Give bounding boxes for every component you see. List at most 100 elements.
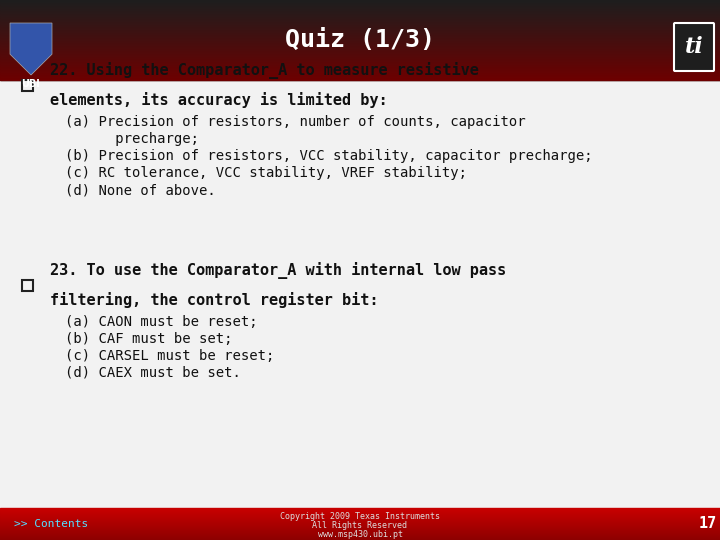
- Bar: [0, 21, 720, 22]
- Bar: [0, 45, 720, 46]
- Bar: [0, 15, 720, 16]
- Bar: [0, 17, 720, 18]
- Bar: [0, 62, 720, 63]
- Bar: [0, 534, 720, 535]
- Bar: [0, 75, 720, 76]
- Text: UBI: UBI: [22, 79, 40, 89]
- Text: (d) None of above.: (d) None of above.: [65, 183, 216, 197]
- Polygon shape: [10, 23, 52, 75]
- Bar: [0, 5, 720, 6]
- Bar: [0, 76, 720, 77]
- Bar: [0, 34, 720, 35]
- Bar: [22, 280, 33, 291]
- Bar: [0, 63, 720, 64]
- Bar: [0, 523, 720, 524]
- Bar: [0, 521, 720, 522]
- Bar: [0, 59, 720, 60]
- Bar: [0, 0, 720, 1]
- Bar: [0, 528, 720, 529]
- Text: Copyright 2009 Texas Instruments: Copyright 2009 Texas Instruments: [280, 512, 440, 522]
- Bar: [22, 79, 33, 91]
- Text: ti: ti: [685, 36, 703, 58]
- Bar: [0, 535, 720, 536]
- Bar: [0, 8, 720, 9]
- Bar: [0, 510, 720, 511]
- Bar: [0, 20, 720, 21]
- Bar: [0, 73, 720, 74]
- Bar: [0, 517, 720, 518]
- Bar: [675, 24, 713, 70]
- Text: (c) CARSEL must be reset;: (c) CARSEL must be reset;: [65, 349, 274, 363]
- Bar: [0, 522, 720, 523]
- Bar: [0, 508, 720, 509]
- Bar: [0, 511, 720, 512]
- Text: 17: 17: [699, 516, 717, 531]
- Bar: [0, 513, 720, 514]
- Bar: [0, 9, 720, 10]
- Bar: [0, 43, 720, 44]
- Bar: [0, 77, 720, 78]
- Bar: [0, 28, 720, 29]
- Bar: [0, 46, 720, 47]
- Bar: [0, 48, 720, 49]
- Bar: [0, 4, 720, 5]
- Bar: [0, 68, 720, 69]
- Bar: [0, 35, 720, 36]
- Bar: [0, 55, 720, 56]
- Bar: [0, 33, 720, 34]
- Text: (d) CAEX must be set.: (d) CAEX must be set.: [65, 366, 241, 380]
- Bar: [0, 19, 720, 20]
- FancyBboxPatch shape: [674, 23, 714, 71]
- Bar: [0, 23, 720, 24]
- Bar: [0, 1, 720, 2]
- Bar: [0, 6, 720, 7]
- Bar: [0, 27, 720, 28]
- Text: (c) RC tolerance, VCC stability, VREF stability;: (c) RC tolerance, VCC stability, VREF st…: [65, 166, 467, 180]
- Bar: [0, 69, 720, 70]
- Bar: [0, 18, 720, 19]
- Bar: [0, 56, 720, 57]
- Bar: [0, 39, 720, 40]
- Bar: [0, 530, 720, 531]
- Bar: [0, 38, 720, 39]
- Bar: [0, 51, 720, 52]
- Bar: [0, 525, 720, 526]
- Bar: [0, 53, 720, 54]
- Bar: [0, 0, 720, 80]
- Bar: [0, 11, 720, 12]
- Bar: [0, 520, 720, 521]
- Bar: [0, 65, 720, 66]
- Bar: [0, 31, 720, 32]
- Bar: [0, 509, 720, 510]
- Bar: [0, 72, 720, 73]
- Text: filtering, the control register bit:: filtering, the control register bit:: [50, 292, 379, 308]
- Bar: [0, 524, 720, 525]
- Text: Quiz (1/3): Quiz (1/3): [285, 28, 435, 52]
- Bar: [0, 78, 720, 79]
- Bar: [0, 41, 720, 42]
- Bar: [0, 518, 720, 519]
- Bar: [0, 539, 720, 540]
- Bar: [0, 7, 720, 8]
- Bar: [0, 54, 720, 55]
- Bar: [0, 537, 720, 538]
- Text: >> Contents: >> Contents: [14, 519, 89, 529]
- Bar: [0, 13, 720, 14]
- Bar: [0, 538, 720, 539]
- Bar: [0, 36, 720, 37]
- Bar: [0, 533, 720, 534]
- Bar: [0, 47, 720, 48]
- Bar: [0, 80, 720, 508]
- Text: 22. Using the Comparator_A to measure resistive: 22. Using the Comparator_A to measure re…: [50, 62, 479, 79]
- Text: 23. To use the Comparator_A with internal low pass: 23. To use the Comparator_A with interna…: [50, 262, 506, 279]
- Bar: [0, 529, 720, 530]
- Bar: [0, 532, 720, 533]
- Bar: [0, 516, 720, 517]
- Bar: [0, 52, 720, 53]
- Bar: [0, 10, 720, 11]
- Bar: [0, 22, 720, 23]
- Bar: [0, 26, 720, 27]
- Bar: [0, 2, 720, 3]
- Bar: [0, 79, 720, 80]
- Bar: [0, 12, 720, 13]
